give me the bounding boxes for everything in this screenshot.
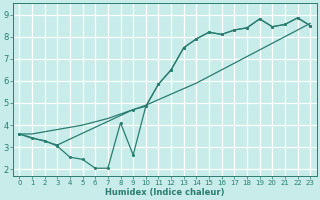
X-axis label: Humidex (Indice chaleur): Humidex (Indice chaleur) xyxy=(105,188,225,197)
